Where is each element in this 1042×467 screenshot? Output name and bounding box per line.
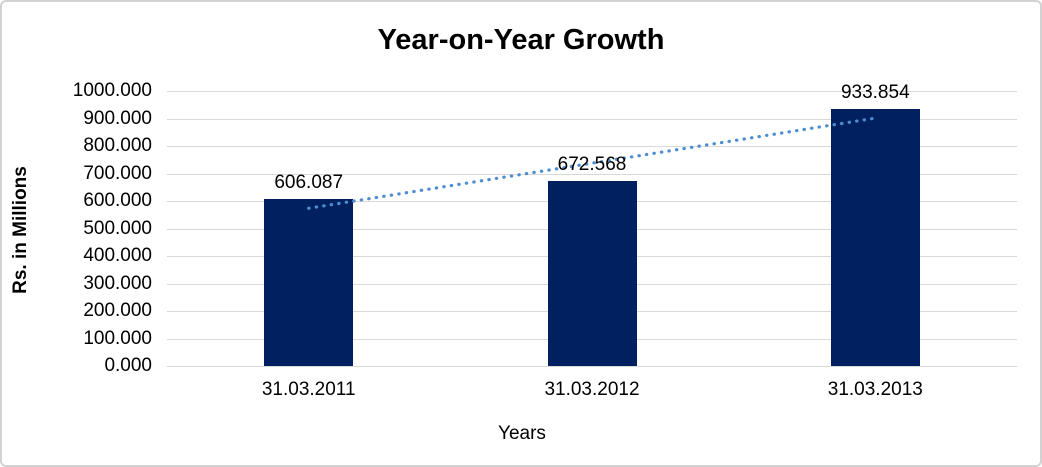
bar-value-label: 672.568 bbox=[557, 154, 627, 175]
y-tick-label: 100.000 bbox=[83, 327, 152, 349]
x-tick-label: 31.03.2012 bbox=[544, 379, 640, 400]
chart-title: Year-on-Year Growth bbox=[377, 24, 665, 56]
trendline bbox=[307, 116, 877, 210]
x-axis-title: Years bbox=[498, 423, 546, 444]
y-tick-label: 600.000 bbox=[83, 190, 152, 211]
y-tick-label: 900.000 bbox=[83, 107, 152, 129]
y-tick-label: 400.000 bbox=[83, 245, 152, 266]
bar-value-label: 933.854 bbox=[840, 82, 910, 104]
gridline bbox=[167, 91, 1017, 92]
y-tick-label: 1000.000 bbox=[72, 80, 152, 101]
gridline bbox=[167, 366, 1017, 367]
gridline bbox=[167, 146, 1017, 147]
gridline bbox=[167, 173, 1017, 175]
x-tick-label: 31.03.2011 bbox=[261, 379, 356, 400]
bar-value-label: 606.087 bbox=[274, 172, 344, 194]
y-tick-label: 700.000 bbox=[83, 162, 152, 184]
bar bbox=[830, 109, 920, 366]
bar bbox=[264, 199, 354, 366]
plot-area bbox=[167, 91, 1017, 367]
y-tick-label: 800.000 bbox=[83, 135, 152, 156]
y-tick-label: 200.000 bbox=[83, 300, 152, 321]
bar bbox=[547, 181, 637, 366]
gridline bbox=[167, 118, 1017, 120]
x-tick-label: 31.03.2013 bbox=[827, 379, 923, 400]
y-axis-title: Rs. in Millions bbox=[10, 166, 31, 294]
y-tick-label: 500.000 bbox=[83, 217, 152, 239]
y-tick-label: 300.000 bbox=[83, 272, 152, 294]
y-tick-label: 0.000 bbox=[104, 355, 152, 376]
